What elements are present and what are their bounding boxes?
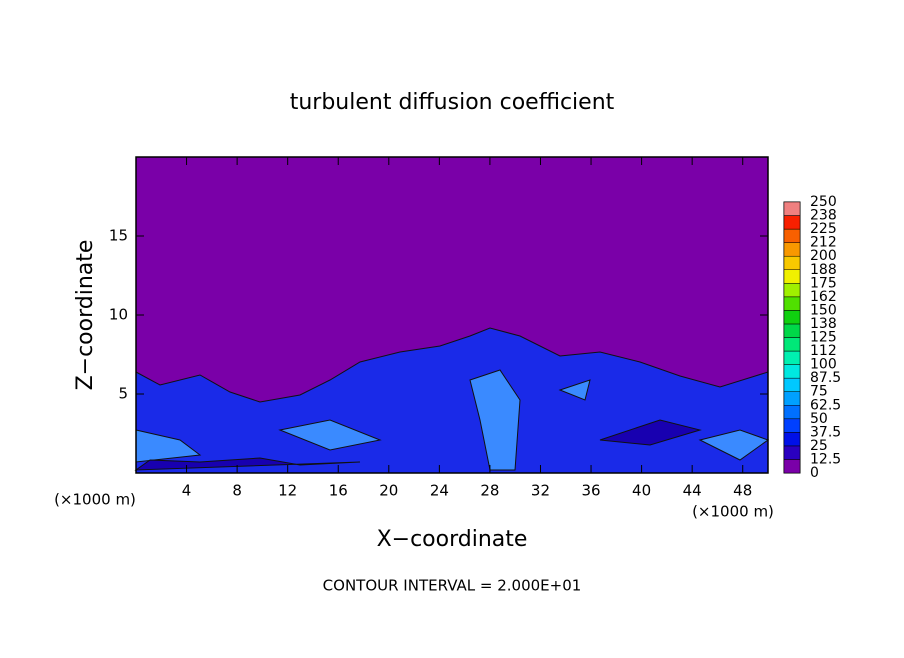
- colorbar-label: 125: [810, 330, 837, 346]
- colorbar-label: 138: [810, 316, 837, 332]
- chart-title: turbulent diffusion coefficient: [290, 90, 615, 115]
- x-axis-label: X−coordinate: [377, 527, 528, 552]
- colorbar-label: 175: [810, 275, 837, 291]
- field-highlight: [135, 369, 770, 471]
- colorbar-label: 87.5: [810, 370, 841, 386]
- x-tick-label: 12: [278, 482, 297, 500]
- x-tick-label: 24: [430, 482, 449, 500]
- footer: CONTOUR INTERVAL = 2.000E+01: [323, 577, 582, 595]
- colorbar-label: 250: [810, 194, 837, 210]
- x-tick-label: 48: [733, 482, 752, 500]
- colorbar-label: 112: [810, 343, 837, 359]
- x-tick-label: 36: [581, 482, 600, 500]
- colorbar-label: 100: [810, 357, 837, 373]
- colorbar-swatch: [783, 418, 801, 433]
- y-axis-label: Z−coordinate: [73, 240, 98, 391]
- x-tick-label: 16: [329, 482, 348, 500]
- y-tick-label: 10: [109, 306, 128, 324]
- colorbar-label: 0: [810, 465, 819, 481]
- y-tick-label: 5: [118, 385, 128, 403]
- colorbar-label: 50: [810, 411, 828, 427]
- x-tick-label: 44: [683, 482, 702, 500]
- colorbar-swatch: [783, 201, 801, 216]
- colorbar-swatch: [783, 323, 801, 338]
- colorbar-label: 25: [810, 438, 828, 454]
- colorbar-label: 225: [810, 221, 837, 237]
- colorbar-label: 12.5: [810, 451, 841, 467]
- colorbar-swatch: [783, 269, 801, 284]
- colorbar-swatch: [783, 432, 801, 447]
- colorbar-swatch: [783, 296, 801, 311]
- colorbar-swatch: [783, 215, 801, 230]
- colorbar-swatch: [783, 310, 801, 325]
- colorbar-label: 62.5: [810, 397, 841, 413]
- colorbar-label: 188: [810, 262, 837, 278]
- y-tick-label: 15: [109, 227, 128, 245]
- colorbar-swatch: [783, 337, 801, 352]
- colorbar-swatch: [783, 405, 801, 420]
- colorbar-label: 75: [810, 384, 828, 400]
- x-tick-label: 40: [632, 482, 651, 500]
- colorbar-swatch: [783, 364, 801, 379]
- x-tick-label: 32: [531, 482, 550, 500]
- colorbar-swatch: [783, 255, 801, 271]
- colorbar-swatch: [783, 391, 801, 406]
- y-unit-label: (×1000 m): [54, 491, 136, 509]
- colorbar-swatch: [783, 283, 801, 298]
- colorbar-label: 238: [810, 208, 837, 224]
- x-tick-label: 20: [379, 482, 398, 500]
- colorbar-swatch: [783, 377, 801, 392]
- colorbar-label: 212: [810, 235, 837, 251]
- x-tick-label: 8: [232, 482, 242, 500]
- x-tick-label: 4: [182, 482, 192, 500]
- x-unit-label: (×1000 m): [692, 503, 774, 521]
- colorbar-swatch: [783, 350, 801, 365]
- x-tick-label: 28: [480, 482, 499, 500]
- colorbar-swatch: [783, 242, 801, 257]
- colorbar-label: 162: [810, 289, 837, 305]
- field: [134, 157, 770, 474]
- colorbar-label: 200: [810, 248, 837, 264]
- colorbar-label: 37.5: [810, 424, 841, 440]
- colorbar-swatch: [783, 459, 801, 474]
- colorbar-swatch: [783, 228, 801, 243]
- colorbar-label: 150: [810, 302, 837, 318]
- colorbar-swatch: [783, 445, 801, 460]
